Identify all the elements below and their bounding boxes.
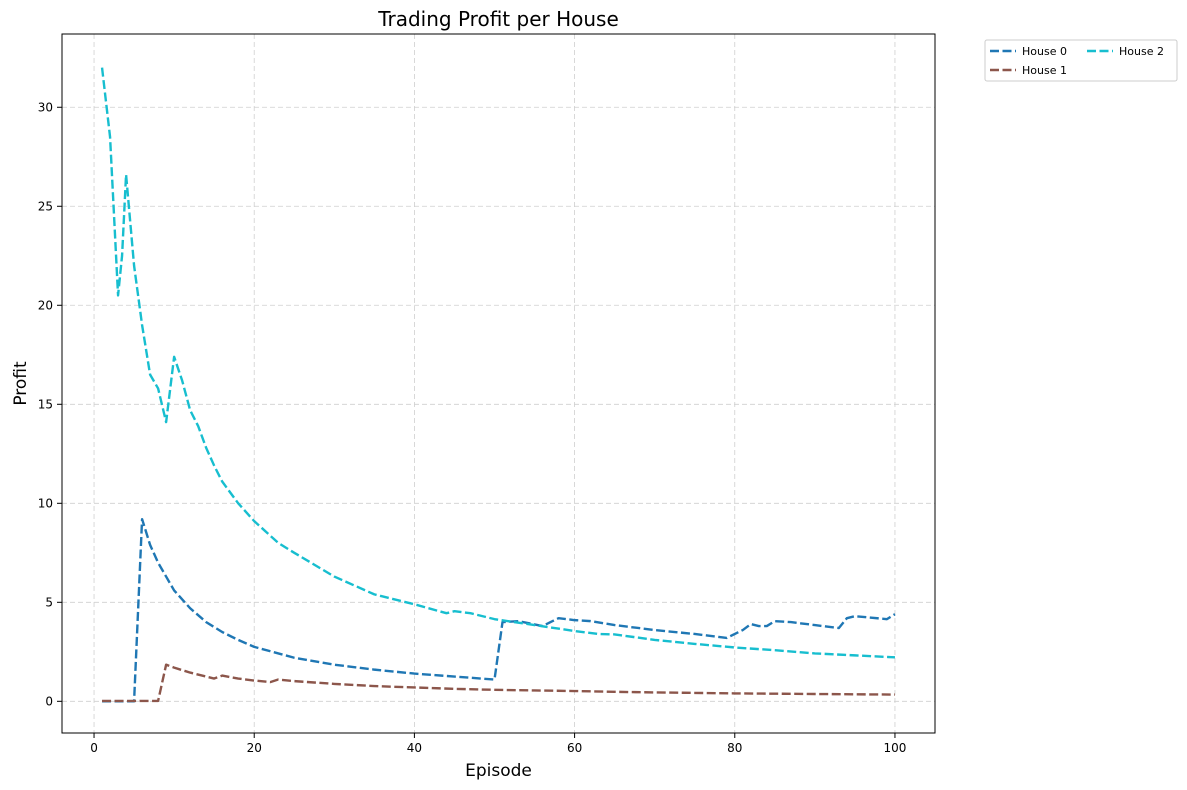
plot-lines [100,67,896,703]
y-tick-label: 5 [45,595,53,609]
series-line-house-2 [100,67,896,659]
axis-ticks: 0 20 40 60 80 100 0 5 10 15 20 25 30 [38,100,907,755]
y-tick-label: 20 [38,298,53,312]
y-tick-label: 10 [38,496,53,510]
legend-label: House 2 [1119,45,1164,58]
x-axis-label: Episode [465,761,532,781]
x-tick-label: 40 [407,741,422,755]
y-tick-label: 30 [38,100,53,114]
y-tick-label: 15 [38,397,53,411]
x-tick-label: 60 [567,741,582,755]
y-tick-label: 25 [38,199,53,213]
x-tick-label: 80 [727,741,742,755]
series-line-house-0 [102,517,896,703]
y-axis-label: Profit [11,361,31,406]
series-line-house-1 [102,663,895,703]
legend: House 0 House 1 House 2 [984,39,1178,82]
y-tick-label: 0 [45,694,53,708]
plot-area-frame [61,33,936,734]
chart-title: Trading Profit per House [377,7,619,31]
legend-label: House 0 [1022,45,1067,58]
x-tick-label: 0 [90,741,98,755]
legend-box [984,39,1178,82]
grid [62,34,935,733]
x-tick-label: 20 [247,741,262,755]
x-tick-label: 100 [884,741,907,755]
legend-label: House 1 [1022,64,1067,77]
